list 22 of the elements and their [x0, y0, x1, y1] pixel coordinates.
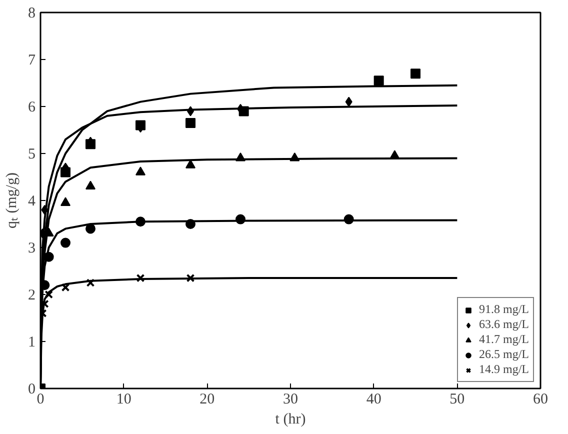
x-axis-title: t (hr): [275, 412, 306, 428]
x-tick-label: 20: [200, 392, 215, 408]
x-tick-label: 60: [533, 392, 548, 408]
x-tick-label: 30: [283, 392, 298, 408]
y-tick-label: 4: [28, 194, 36, 210]
x-tick-label: 40: [366, 392, 382, 408]
legend-label: 26.5 mg/L: [479, 347, 529, 362]
y-tick-label: 7: [28, 52, 36, 68]
y-axis-title: qₜ (mg/g): [4, 172, 20, 229]
legend-label: 91.8 mg/L: [479, 302, 529, 317]
y-tick-label: 5: [28, 146, 36, 162]
y-tick-label: 1: [28, 334, 36, 350]
y-tick-label: 8: [28, 6, 36, 22]
legend-label: 63.6 mg/L: [479, 317, 529, 332]
y-tick-label: 0: [28, 382, 36, 398]
x-tick-label: 10: [116, 392, 132, 408]
legend-label: 41.7 mg/L: [479, 332, 529, 347]
x-tick-label: 50: [450, 392, 465, 408]
y-tick-label: 2: [28, 288, 36, 304]
legend-label: 14.9 mg/L: [479, 362, 529, 377]
y-tick-label: 6: [28, 100, 36, 116]
y-tick-label: 3: [28, 240, 36, 256]
